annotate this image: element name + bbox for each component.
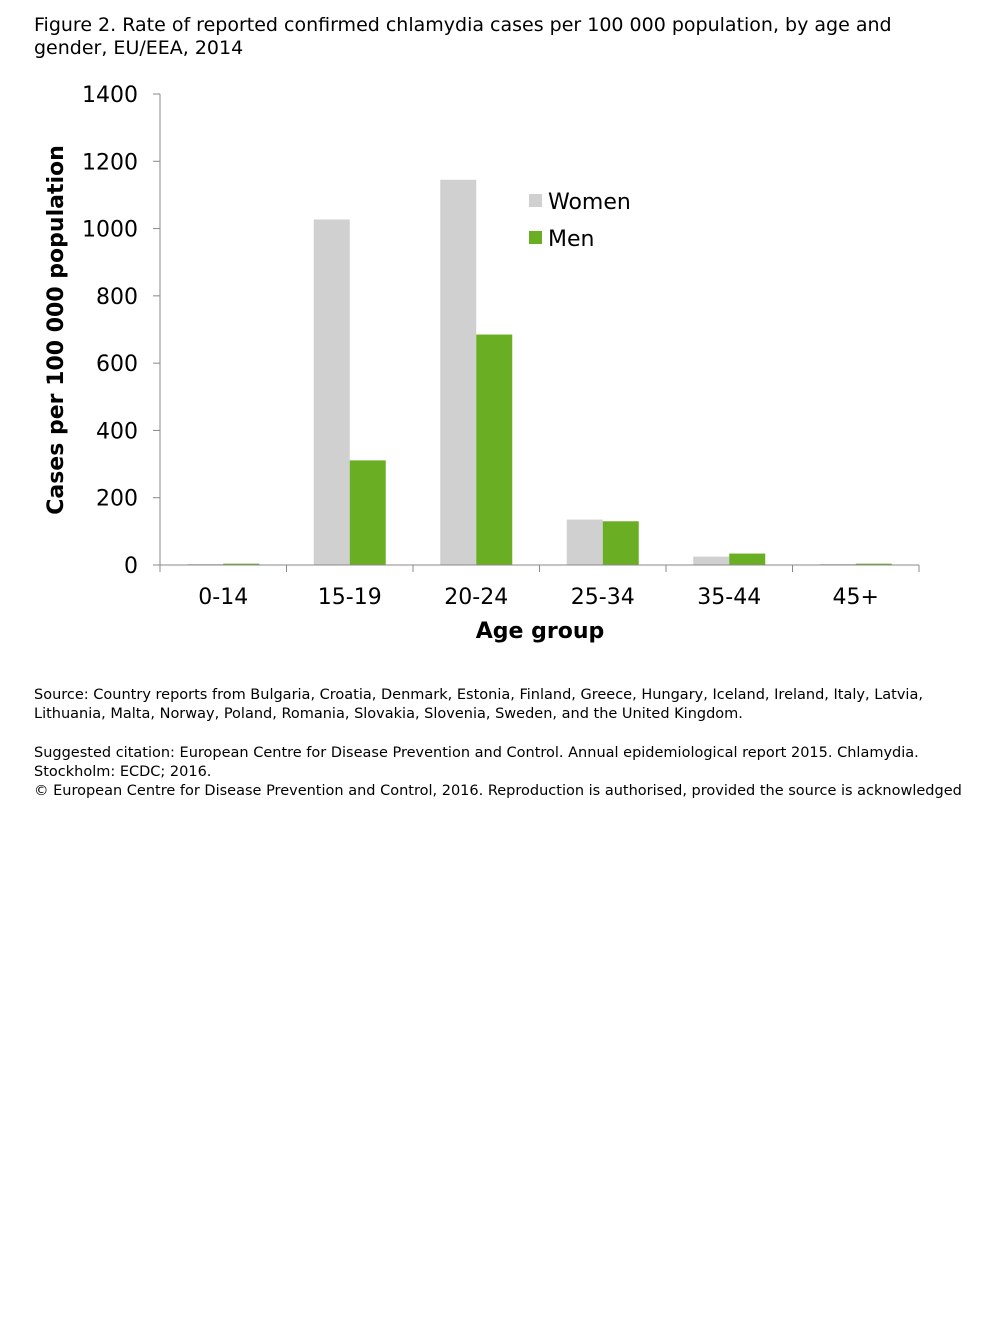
- bar-women-35-44: [693, 556, 730, 565]
- bar-men-35-44: [729, 553, 766, 565]
- source-line-1: Source: Country reports from Bulgaria, C…: [34, 687, 923, 703]
- source-note: Source: Country reports from Bulgaria, C…: [34, 686, 994, 724]
- figure-title: Figure 2. Rate of reported confirmed chl…: [34, 14, 974, 60]
- source-line-2: Lithuania, Malta, Norway, Poland, Romani…: [34, 706, 743, 722]
- x-axis-label: Age group: [476, 619, 604, 644]
- bar-women-25-34: [566, 519, 603, 565]
- x-tick-label: 35-44: [697, 585, 761, 610]
- x-tick-label: 0-14: [198, 585, 248, 610]
- bar-men-20-24: [476, 334, 513, 565]
- bar-women-15-19: [313, 219, 350, 565]
- x-tick-label: 25-34: [571, 585, 635, 610]
- citation-note: Suggested citation: European Centre for …: [34, 744, 994, 801]
- x-tick-label: 45+: [833, 585, 879, 610]
- x-tick-label: 20-24: [444, 585, 508, 610]
- y-tick-label: 1200: [82, 150, 138, 175]
- legend-swatch-men: [529, 231, 542, 244]
- y-tick-label: 1400: [82, 83, 138, 108]
- y-tick-label: 800: [96, 285, 138, 310]
- y-axis-label: Cases per 100 000 population: [44, 145, 69, 515]
- figure-title-line-2: gender, EU/EEA, 2014: [34, 37, 244, 59]
- y-tick-label: 400: [96, 419, 138, 444]
- y-tick-label: 1000: [82, 218, 138, 243]
- citation-line-2: Stockholm: ECDC; 2016.: [34, 764, 212, 780]
- y-tick-label: 200: [96, 487, 138, 512]
- legend-label-women: Women: [548, 190, 631, 215]
- bar-men-45+: [855, 563, 892, 565]
- figure-title-line-1: Figure 2. Rate of reported confirmed chl…: [34, 14, 892, 36]
- axes: [159, 94, 919, 566]
- bar-women-20-24: [440, 179, 477, 565]
- x-axis-ticks: 0-14 15-19 20-24 25-34 35-44 45+: [159, 565, 920, 610]
- legend-label-men: Men: [548, 227, 594, 252]
- citation-line-1: Suggested citation: European Centre for …: [34, 745, 919, 761]
- bar-men-0-14: [223, 563, 260, 565]
- x-tick-label: 15-19: [318, 585, 382, 610]
- legend: Women Men: [529, 190, 631, 252]
- bars: [187, 179, 892, 565]
- legend-swatch-women: [529, 194, 542, 207]
- bar-men-15-19: [349, 460, 386, 565]
- copyright-line: © European Centre for Disease Prevention…: [34, 783, 962, 799]
- bar-chart: 0 200 400 600 800 1000 1200 1400 0-14 15-19 20-24…: [44, 83, 920, 644]
- y-tick-label: 600: [96, 352, 138, 377]
- y-axis-ticks: 0 200 400 600 800 1000 1200 1400: [82, 83, 160, 579]
- bar-men-25-34: [602, 521, 639, 565]
- y-tick-label: 0: [124, 554, 138, 579]
- bar-women-45+: [819, 563, 856, 565]
- bar-women-0-14: [187, 563, 224, 565]
